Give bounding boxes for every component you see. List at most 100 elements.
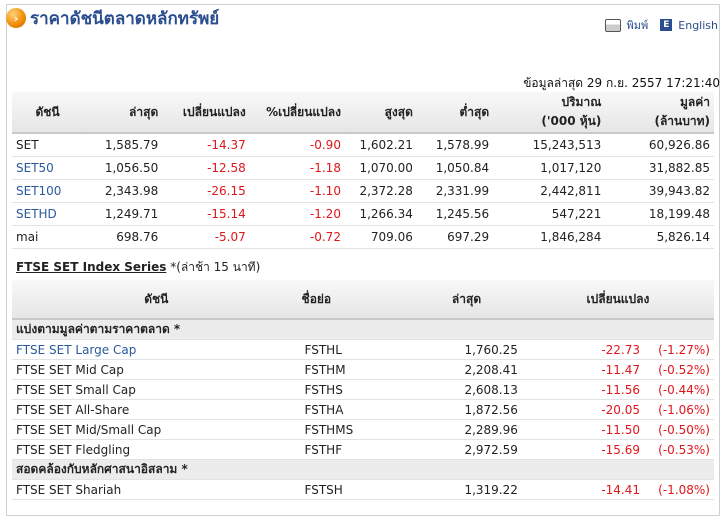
change-value: -15.69 bbox=[601, 442, 640, 457]
cell-value: 2,442,811 bbox=[493, 179, 606, 203]
cell-value: 1,266.34 bbox=[344, 202, 417, 226]
cell-value: -15.14 bbox=[162, 202, 250, 226]
symbol: FSTHMS bbox=[300, 419, 412, 440]
column-header: สูงสุด bbox=[344, 92, 417, 134]
cell-value: -0.90 bbox=[249, 133, 345, 157]
index-name: FTSE SET Fledgling bbox=[12, 439, 301, 460]
column-header: เปลี่ยนแปลง bbox=[162, 92, 250, 134]
table-row: FTSE SET Fledgling FSTHF 2,972.59 -15.69 (-0… bbox=[12, 439, 714, 460]
english-label[interactable]: English bbox=[678, 18, 718, 32]
change-value: -11.50 bbox=[601, 422, 640, 437]
cell-value: 1,050.84 bbox=[416, 156, 494, 180]
column-header: ชื่อย่อ bbox=[300, 280, 412, 320]
change-percent: (-1.08%) bbox=[658, 482, 710, 497]
index-name[interactable]: SET100 bbox=[12, 179, 84, 203]
cell-value: -5.07 bbox=[162, 225, 250, 249]
last-value: 2,608.13 bbox=[411, 379, 522, 400]
column-header: ล่าสุด bbox=[83, 92, 163, 134]
change-cell: -11.47 (-0.52%) bbox=[521, 359, 714, 380]
last-value: 1,872.56 bbox=[411, 399, 522, 420]
cell-value: 1,846,284 bbox=[493, 225, 606, 249]
table-row: FTSE SET Shariah FSTSH 1,319.22 -14.41 (-1.0… bbox=[12, 479, 714, 500]
table-row: FTSE SET Mid Cap FSTHM 2,208.41 -11.47 (-0.5… bbox=[12, 359, 714, 380]
table-row: SET100 2,343.98 -26.15 -1.10 2,372.28 2,331.9… bbox=[12, 179, 714, 203]
english-link[interactable]: E English bbox=[660, 19, 718, 32]
index-name: mai bbox=[12, 225, 84, 249]
change-percent: (-0.52%) bbox=[658, 362, 710, 377]
group-label: แบ่งตามมูลค่าตามราคาตลาด * bbox=[12, 319, 714, 340]
cell-value: 1,585.79 bbox=[83, 133, 163, 157]
cell-value: 60,926.86 bbox=[605, 133, 714, 157]
change-cell: -20.05 (-1.06%) bbox=[521, 399, 714, 420]
table-row: SET50 1,056.50 -12.58 -1.18 1,070.00 1,050.84… bbox=[12, 156, 714, 180]
change-percent: (-0.53%) bbox=[658, 442, 710, 457]
table-row: FTSE SET Small Cap FSTHS 2,608.13 -11.56 (-0… bbox=[12, 379, 714, 400]
cell-value: 2,372.28 bbox=[344, 179, 417, 203]
cell-value: 1,578.99 bbox=[416, 133, 494, 157]
last-value: 1,760.25 bbox=[411, 339, 522, 360]
cell-value: 15,243,513 bbox=[493, 133, 606, 157]
change-value: -14.41 bbox=[601, 482, 640, 497]
column-header: มูลค่า (ล้านบาท) bbox=[605, 92, 714, 134]
cell-value: -26.15 bbox=[162, 179, 250, 203]
table-row: SETHD 1,249.71 -15.14 -1.20 1,266.34 1,245.56… bbox=[12, 202, 714, 226]
table-row: FTSE SET Large Cap FSTHL 1,760.25 -22.73 (-1… bbox=[12, 339, 714, 360]
change-cell: -14.41 (-1.08%) bbox=[521, 479, 714, 500]
cell-value: 1,249.71 bbox=[83, 202, 163, 226]
column-header: ต่ำสุด bbox=[416, 92, 494, 134]
group-row: แบ่งตามมูลค่าตามราคาตลาด * bbox=[12, 319, 714, 340]
cell-value: -0.72 bbox=[249, 225, 345, 249]
page-header: › ราคาดัชนีตลาดหลักทรัพย์ bbox=[6, 4, 219, 32]
index-name: FTSE SET Mid/Small Cap bbox=[12, 419, 301, 440]
toolbar: พิมพ์ E English bbox=[593, 16, 718, 34]
ftse-caption: FTSE SET Index Series *(ล่าช้า 15 นาที) bbox=[16, 258, 260, 277]
column-header: %เปลี่ยนแปลง bbox=[249, 92, 345, 134]
ftse-caption-title: FTSE SET Index Series bbox=[16, 260, 167, 274]
symbol: FSTHL bbox=[300, 339, 412, 360]
cell-value: 1,602.21 bbox=[344, 133, 417, 157]
cell-value: -14.37 bbox=[162, 133, 250, 157]
cell-value: 698.76 bbox=[83, 225, 163, 249]
arrow-orb-icon: › bbox=[6, 8, 26, 28]
change-cell: -22.73 (-1.27%) bbox=[521, 339, 714, 360]
index-name[interactable]: SETHD bbox=[12, 202, 84, 226]
english-icon: E bbox=[660, 19, 673, 31]
cell-value: 547,221 bbox=[493, 202, 606, 226]
index-name: FTSE SET Mid Cap bbox=[12, 359, 301, 380]
change-value: -11.47 bbox=[601, 362, 640, 377]
cell-value: 39,943.82 bbox=[605, 179, 714, 203]
change-value: -22.73 bbox=[601, 342, 640, 357]
cell-value: -1.10 bbox=[249, 179, 345, 203]
change-cell: -11.50 (-0.50%) bbox=[521, 419, 714, 440]
table-row: FTSE SET All-Share FSTHA 1,872.56 -20.05 (-1… bbox=[12, 399, 714, 420]
cell-value: -12.58 bbox=[162, 156, 250, 180]
index-name[interactable]: FTSE SET Large Cap bbox=[12, 339, 301, 360]
group-label: สอดคล้องกับหลักศาสนาอิสลาม * bbox=[12, 459, 714, 480]
index-name: FTSE SET All-Share bbox=[12, 399, 301, 420]
index-table: ดัชนี ล่าสุด เปลี่ยนแปลง %เปลี่ยนแปลง สูงสุด… bbox=[12, 92, 714, 249]
group-row: สอดคล้องกับหลักศาสนาอิสลาม * bbox=[12, 459, 714, 480]
change-value: -20.05 bbox=[601, 402, 640, 417]
symbol: FSTHM bbox=[300, 359, 412, 380]
cell-value: 18,199.48 bbox=[605, 202, 714, 226]
last-value: 2,289.96 bbox=[411, 419, 522, 440]
column-header: ปริมาณ ('000 หุ้น) bbox=[493, 92, 606, 134]
cell-value: 1,245.56 bbox=[416, 202, 494, 226]
change-cell: -11.56 (-0.44%) bbox=[521, 379, 714, 400]
column-header: เปลี่ยนแปลง bbox=[521, 280, 714, 320]
print-link[interactable]: พิมพ์ bbox=[604, 16, 649, 34]
cell-value: 31,882.85 bbox=[605, 156, 714, 180]
table-row: SET 1,585.79 -14.37 -0.90 1,602.21 1,578.99 15… bbox=[12, 133, 714, 157]
change-percent: (-0.50%) bbox=[658, 422, 710, 437]
index-name: FTSE SET Shariah bbox=[12, 479, 301, 500]
cell-value: 2,343.98 bbox=[83, 179, 163, 203]
cell-value: 697.29 bbox=[416, 225, 494, 249]
column-header: ดัชนี bbox=[12, 92, 84, 134]
last-value: 2,208.41 bbox=[411, 359, 522, 380]
index-name[interactable]: SET50 bbox=[12, 156, 84, 180]
last-updated: ข้อมูลล่าสุด 29 ก.ย. 2557 17:21:40 bbox=[523, 76, 720, 90]
cell-value: 5,826.14 bbox=[605, 225, 714, 249]
change-percent: (-0.44%) bbox=[658, 382, 710, 397]
table-row: FTSE SET Mid/Small Cap FSTHMS 2,289.96 -11.… bbox=[12, 419, 714, 440]
print-label[interactable]: พิมพ์ bbox=[626, 19, 649, 32]
